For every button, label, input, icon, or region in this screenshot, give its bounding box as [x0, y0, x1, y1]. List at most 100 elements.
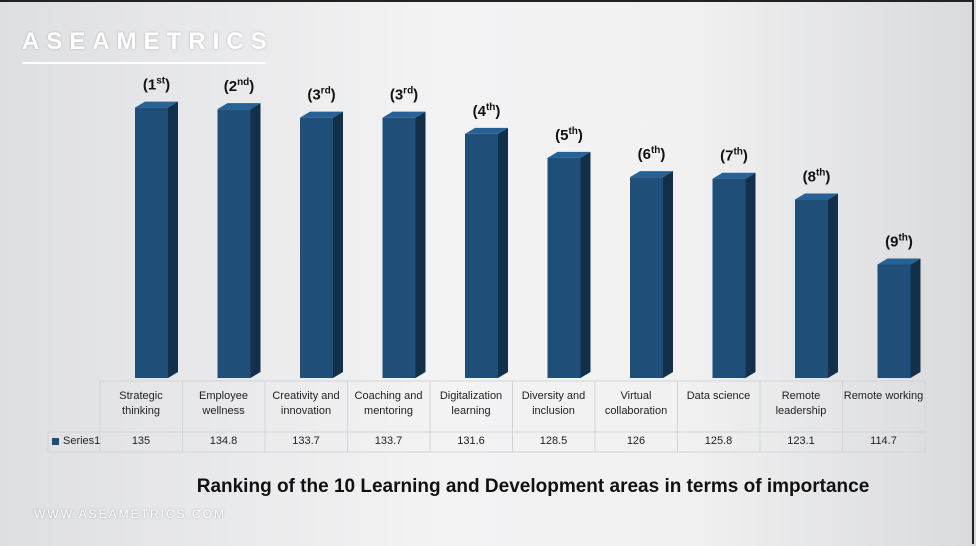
rank-label: (7th): [720, 147, 748, 165]
bar-top: [382, 111, 426, 118]
rank-part: rd: [403, 86, 413, 97]
data-label: 135: [131, 435, 151, 447]
rank-part: ): [495, 103, 500, 120]
rank-part: ): [825, 169, 830, 186]
brand-logo: ASEAMETRICS: [22, 28, 274, 55]
bar-top: [630, 171, 673, 178]
rank-part: rd: [321, 86, 331, 97]
rank-label: (6th): [638, 145, 666, 163]
data-label: 133.7: [374, 435, 403, 447]
rank-part: ): [165, 77, 170, 94]
x-tick-label: Strategic thinking: [119, 390, 163, 417]
bar-side: [910, 258, 921, 378]
bar: [712, 178, 746, 378]
rank-label: (3rd): [307, 86, 335, 104]
footer-url: WWW.ASEAMETRICS.COM: [34, 507, 226, 521]
x-tick-label: Remote leadership: [775, 390, 827, 417]
rank-part: (3: [390, 87, 403, 104]
bar: [547, 157, 581, 378]
legend-label: Series1: [63, 435, 101, 447]
bar-side: [663, 171, 673, 378]
rank-part: ): [743, 148, 748, 165]
data-label: 126: [626, 435, 646, 447]
bar-side: [415, 111, 426, 378]
bar-top: [465, 127, 508, 134]
data-label: 114.7: [870, 435, 897, 447]
rank-part: th: [486, 102, 495, 113]
rank-label: (1st): [143, 76, 170, 94]
bar-side: [828, 193, 838, 378]
rank-part: th: [651, 145, 660, 156]
rank-label: (4th): [473, 102, 501, 120]
rank-part: th: [816, 168, 825, 179]
bar-top: [217, 103, 261, 110]
rank-part: th: [733, 147, 742, 158]
bar-top: [300, 111, 343, 118]
x-tick-label: Digitalization learning: [439, 390, 503, 417]
rank-part: ): [578, 127, 583, 144]
rank-part: (5: [555, 127, 568, 144]
chart-title: Ranking of the 10 Learning and Developme…: [196, 476, 870, 497]
bar-side: [745, 172, 756, 378]
x-tick-label: Creativity and innovation: [272, 390, 340, 417]
rank-part: ): [331, 87, 336, 104]
rank-part: (8: [803, 169, 816, 186]
data-label: 133.7: [292, 435, 320, 447]
data-label: 125.8: [704, 435, 733, 447]
bar-top: [712, 172, 756, 179]
bar: [877, 264, 911, 378]
rank-label: (8th): [803, 168, 831, 186]
data-label: 123.1: [787, 435, 815, 447]
data-label: 128.5: [539, 435, 568, 447]
x-tick-label: Employee wellness: [199, 390, 248, 417]
rank-part: nd: [237, 77, 249, 88]
rank-label: (2nd): [224, 77, 255, 95]
legend-swatch: [52, 437, 59, 445]
bar-side: [333, 111, 343, 378]
legend: Series1: [52, 435, 100, 447]
rank-part: ): [249, 78, 254, 95]
brand-underline: [22, 62, 266, 64]
bar-top: [547, 151, 591, 158]
data-label: 131.6: [457, 435, 485, 447]
bar: [217, 109, 251, 379]
rank-part: ): [908, 233, 913, 250]
bar: [300, 117, 333, 378]
rank-part: st: [156, 76, 166, 87]
rank-part: (2: [224, 78, 237, 95]
bar-side: [250, 103, 261, 379]
rank-part: ): [413, 87, 418, 104]
rank-part: (1: [143, 77, 156, 94]
bar-top: [795, 193, 838, 200]
x-tick-label: Coaching and mentoring: [354, 390, 423, 417]
bar-side: [498, 127, 508, 378]
rank-label: (9th): [885, 232, 913, 250]
rank-part: th: [898, 232, 907, 243]
rank-part: ): [660, 146, 665, 163]
x-tick-label: Diversity and inclusion: [521, 390, 586, 417]
rank-label: (5th): [555, 126, 583, 144]
x-tick-label: Virtual collaboration: [604, 390, 668, 417]
bar: [465, 133, 498, 378]
bar-top: [135, 101, 178, 108]
data-label: 134.8: [209, 435, 238, 447]
rank-part: (7: [720, 148, 733, 165]
bar-side: [168, 101, 178, 378]
rank-part: (4: [473, 103, 487, 120]
bar-side: [580, 151, 591, 378]
bar: [795, 199, 828, 378]
bar-top: [877, 258, 921, 265]
rank-part: (9: [885, 233, 898, 250]
rank-part: (6: [638, 146, 651, 163]
bar: [382, 117, 416, 378]
x-tick-label: Remote working: [843, 390, 924, 402]
bar: [135, 107, 168, 378]
bar: [630, 177, 663, 378]
rank-part: (3: [307, 87, 320, 104]
rank-label: (3rd): [390, 86, 418, 104]
rank-part: th: [568, 126, 577, 137]
x-tick-label: Data science: [686, 390, 751, 402]
